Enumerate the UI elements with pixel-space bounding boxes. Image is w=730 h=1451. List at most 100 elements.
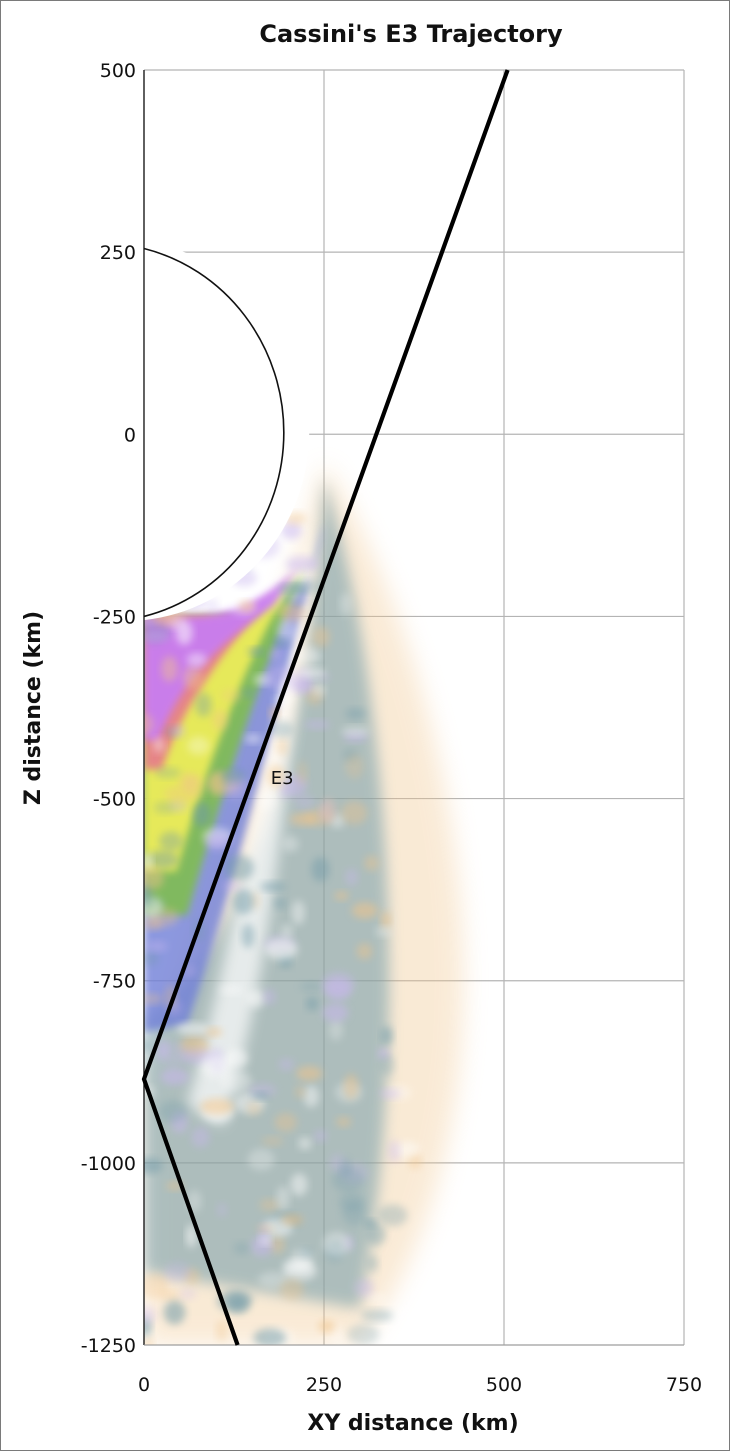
x-tick-label: 250 <box>306 1374 342 1396</box>
plume-speckle <box>193 802 211 827</box>
plume-speckle <box>169 799 188 813</box>
plume-speckle <box>322 1232 351 1257</box>
plume-speckle <box>153 737 165 753</box>
plume-speckle <box>336 1116 352 1128</box>
plume-speckle <box>154 767 182 779</box>
plume-speckle <box>273 896 287 910</box>
plume-speckle <box>343 1073 359 1100</box>
plume-speckle <box>279 785 292 800</box>
plume-speckle <box>366 1293 387 1303</box>
plume-speckle <box>341 726 370 737</box>
plume-speckle <box>144 1306 157 1325</box>
chart-title: Cassini's E3 Trajectory <box>259 20 563 48</box>
plume-speckle <box>233 1241 250 1255</box>
plume-speckle <box>322 1003 349 1022</box>
plume-speckle <box>221 768 246 783</box>
plume-speckle <box>144 866 164 891</box>
plume-speckle <box>144 631 171 642</box>
plume-speckle <box>200 1098 234 1115</box>
y-axis-label: Z distance (km) <box>21 611 46 805</box>
plume-speckle <box>269 1235 286 1254</box>
plume-speckle <box>238 600 256 613</box>
plume-speckle <box>276 1185 290 1210</box>
plume-speckle <box>259 881 287 892</box>
moon-limb-outline <box>143 247 285 618</box>
plume-speckle <box>290 594 309 604</box>
plume-speckle <box>273 637 290 648</box>
plume-speckle <box>145 850 179 869</box>
plume-speckle <box>334 891 349 901</box>
plume-speckle <box>160 1068 189 1086</box>
plume-speckle <box>191 1126 210 1148</box>
plume-speckle <box>394 1141 420 1159</box>
plume-speckle <box>215 1319 228 1342</box>
plume-speckle <box>220 1070 252 1093</box>
plume-speckle <box>184 965 197 978</box>
plume-speckle <box>253 1328 287 1345</box>
plume-speckle <box>312 682 326 697</box>
plume-speckle <box>318 1320 335 1333</box>
plume-speckle <box>172 724 186 738</box>
plume-speckle <box>251 1092 269 1101</box>
plume-speckle <box>155 1042 189 1066</box>
y-tick-label: 250 <box>100 242 136 264</box>
plume-speckle <box>246 1101 262 1116</box>
plume-speckle <box>146 941 168 952</box>
plume-speckle <box>364 1219 377 1228</box>
plume-speckle <box>364 855 379 871</box>
series-layer <box>141 69 510 1346</box>
plume-speckle <box>294 794 315 809</box>
plume-speckle <box>226 1291 253 1310</box>
plume-speckle <box>294 647 321 665</box>
plume-speckle <box>331 1166 364 1193</box>
x-tick-label: 500 <box>486 1374 522 1396</box>
plume-speckle <box>280 923 294 939</box>
plume-speckle <box>144 918 163 930</box>
y-tick-label: -500 <box>93 789 136 811</box>
plume-purple <box>144 565 299 741</box>
plume-speckle <box>200 1055 231 1078</box>
plume-speckle <box>344 753 365 779</box>
plume-speckle <box>144 884 154 908</box>
plume-speckle <box>356 943 373 960</box>
plume-speckle <box>312 626 330 648</box>
plume-speckle <box>218 984 244 995</box>
plume-speckle <box>263 988 276 1005</box>
plume-speckle <box>354 1278 374 1297</box>
plume-speckle <box>270 720 294 738</box>
plume-speckle <box>276 736 288 757</box>
plume-speckle <box>186 652 207 667</box>
x-tick-label: 750 <box>666 1374 702 1396</box>
plume-speckle <box>319 798 337 823</box>
plume-speckle <box>144 1039 152 1052</box>
plume-speckle <box>285 556 318 572</box>
x-tick-labels: 0 250 500 750 <box>138 1374 702 1396</box>
plume-speckle <box>282 835 299 853</box>
plot-axes <box>143 70 684 1346</box>
plume-speckle <box>225 1049 249 1068</box>
x-tick-label: 0 <box>138 1374 150 1396</box>
plume-speckle <box>298 1137 312 1150</box>
plume-speckle <box>296 1066 323 1081</box>
trajectory-line <box>141 69 510 1346</box>
plume-density-map <box>144 243 464 1345</box>
plume-speckle <box>378 1204 408 1227</box>
plume-speckle <box>294 1085 306 1099</box>
plume-speckle <box>300 981 322 992</box>
plume-speckle <box>366 1223 386 1246</box>
plume-speckle <box>144 1337 154 1345</box>
plume-speckle <box>345 868 358 886</box>
plume-speckle <box>144 853 153 870</box>
plume-speckle <box>179 1288 197 1300</box>
plume-speckle <box>247 1148 275 1171</box>
x-axis-label: XY distance (km) <box>307 1411 518 1436</box>
plume-speckle <box>330 1326 345 1345</box>
plume-speckle <box>164 1261 192 1282</box>
plume-speckle <box>274 1112 298 1132</box>
plume-speckle <box>366 1255 379 1272</box>
plume-speckle <box>220 688 243 703</box>
plume-speckle <box>256 1224 276 1233</box>
plume-speckle <box>280 1214 304 1226</box>
plume-speckle <box>265 938 298 960</box>
